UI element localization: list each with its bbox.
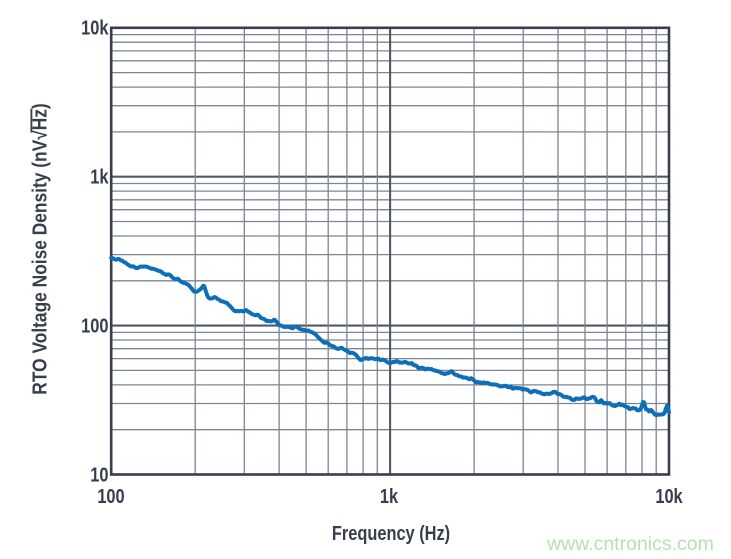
svg-text:www.cntronics.com: www.cntronics.com bbox=[546, 533, 714, 555]
svg-text:10: 10 bbox=[90, 463, 108, 486]
svg-text:1k: 1k bbox=[380, 484, 399, 507]
svg-text:100: 100 bbox=[97, 484, 124, 507]
svg-text:10k: 10k bbox=[81, 16, 109, 39]
svg-text:10k: 10k bbox=[655, 484, 683, 507]
svg-text:RTO Voltage Noise Density (nV√: RTO Voltage Noise Density (nV√Hz) bbox=[28, 103, 50, 394]
svg-text:100: 100 bbox=[81, 314, 108, 337]
svg-text:Frequency (Hz): Frequency (Hz) bbox=[332, 521, 450, 544]
svg-text:1k: 1k bbox=[90, 165, 109, 188]
